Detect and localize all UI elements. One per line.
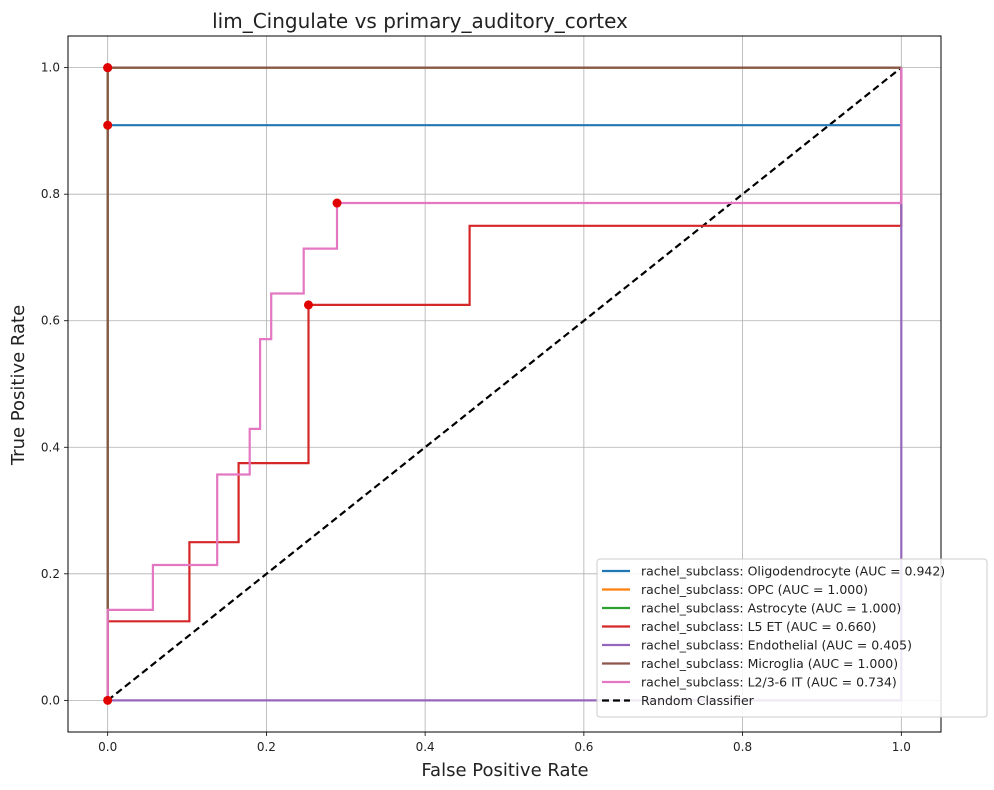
random-classifier-line — [107, 66, 902, 702]
legend-box — [596, 558, 988, 718]
legend-entry-label: rachel_subclass: OPC (AUC = 1.000) — [641, 582, 868, 597]
legend-entry-label: Random Classifier — [641, 693, 755, 708]
roc-curve-series-3 — [106, 67, 903, 701]
plot-frame — [67, 35, 942, 733]
legend-entry-label: rachel_subclass: Endothelial (AUC = 0.40… — [641, 638, 912, 653]
optimal-threshold-point — [303, 300, 313, 310]
x-tick-label: 0.2 — [257, 740, 276, 754]
legend-entry-label: rachel_subclass: Microglia (AUC = 1.000) — [641, 656, 898, 671]
legend-entry-label: rachel_subclass: L2/3-6 IT (AUC = 0.734) — [641, 675, 897, 690]
optimal-threshold-point — [103, 63, 113, 73]
y-tick-label: 0.4 — [41, 440, 60, 454]
legend-entry-label: rachel_subclass: Astrocyte (AUC = 1.000) — [641, 601, 901, 616]
x-tick-label: 0.4 — [416, 740, 435, 754]
x-tick-label: 0.6 — [574, 740, 593, 754]
grid — [68, 36, 941, 732]
optimal-points-layer — [103, 63, 342, 705]
y-tick-label: 0.8 — [41, 187, 60, 201]
optimal-threshold-point — [332, 198, 342, 208]
legend-entry-label: rachel_subclass: Oligodendrocyte (AUC = … — [641, 564, 945, 579]
chart-title: lim_Cingulate vs primary_auditory_cortex — [212, 9, 628, 33]
x-tick-label: 0.0 — [98, 740, 117, 754]
optimal-threshold-point — [103, 695, 113, 705]
y-tick-label: 1.0 — [41, 61, 60, 75]
ticks: 0.0 0.2 0.4 0.6 0.8 1.0 0.0 0.2 0.4 0.6 0.8 1.0 — [41, 61, 911, 754]
y-tick-label: 0.6 — [41, 314, 60, 328]
optimal-threshold-point — [103, 120, 113, 130]
legend-entry-label: rachel_subclass: L5 ET (AUC = 0.660) — [641, 619, 876, 634]
y-axis-label: True Positive Rate — [8, 305, 29, 466]
x-tick-label: 1.0 — [892, 740, 911, 754]
x-tick-label: 0.8 — [733, 740, 752, 754]
legend: rachel_subclass: Oligodendrocyte (AUC = … — [596, 558, 988, 718]
y-tick-label: 0.0 — [41, 693, 60, 707]
roc-curve-series-6 — [106, 67, 903, 701]
reference-line-layer — [107, 66, 902, 702]
y-tick-label: 0.2 — [41, 567, 60, 581]
x-axis-label: False Positive Rate — [421, 760, 588, 781]
